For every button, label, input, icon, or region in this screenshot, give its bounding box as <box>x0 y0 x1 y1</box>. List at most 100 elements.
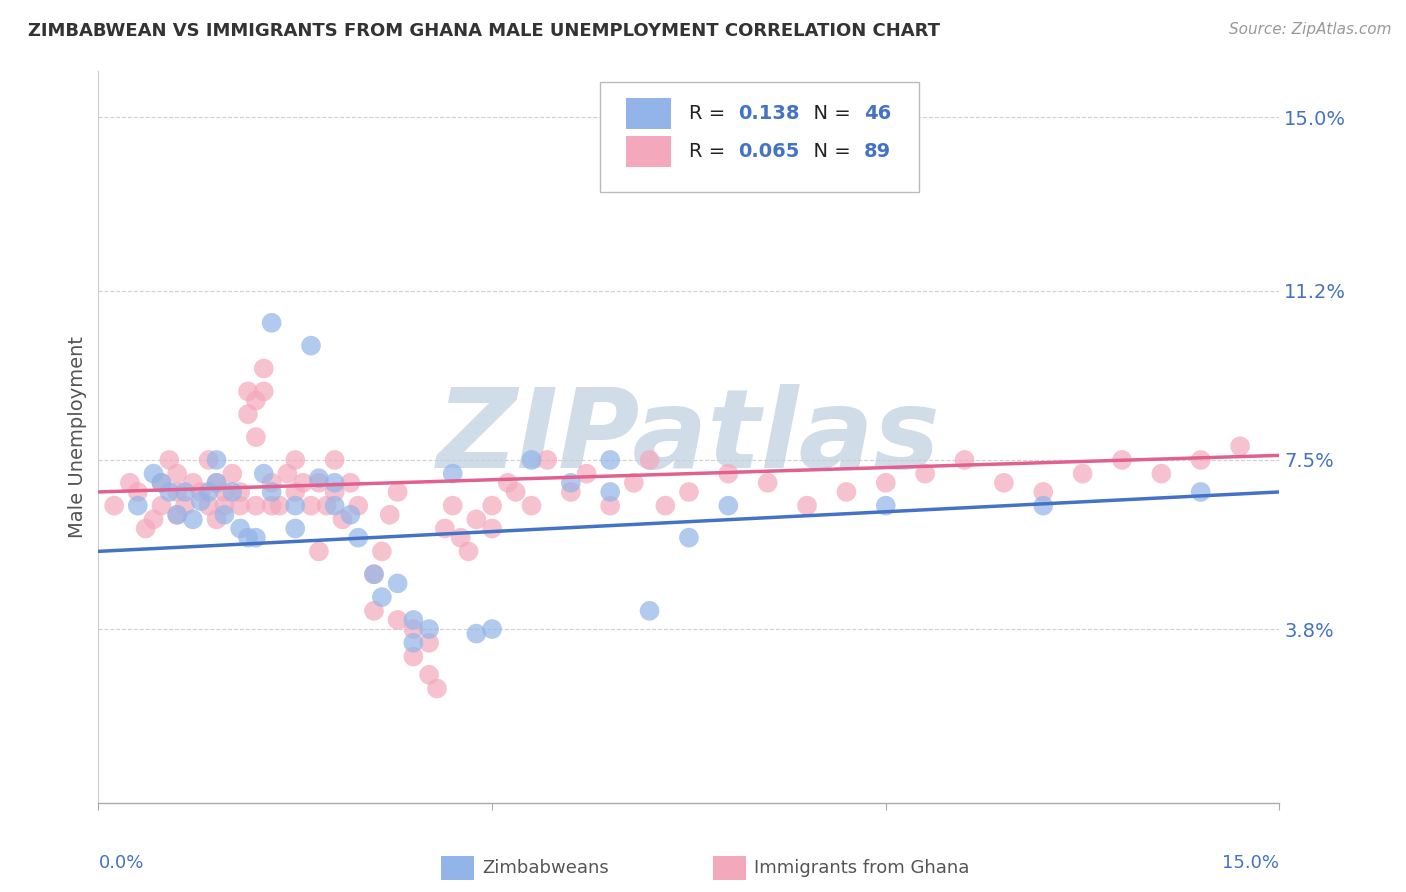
Point <box>387 485 409 500</box>
Point <box>276 467 298 481</box>
Point <box>118 475 141 490</box>
Point <box>308 544 330 558</box>
Point <box>481 521 503 535</box>
Point <box>756 475 779 490</box>
Point <box>560 485 582 500</box>
Point <box>387 613 409 627</box>
Point <box>378 508 401 522</box>
Point <box>197 453 219 467</box>
Point <box>315 499 337 513</box>
Point <box>229 521 252 535</box>
Point <box>599 499 621 513</box>
Point <box>433 521 456 535</box>
Point <box>418 622 440 636</box>
Y-axis label: Male Unemployment: Male Unemployment <box>69 336 87 538</box>
Point <box>339 475 361 490</box>
Point <box>371 544 394 558</box>
Point <box>142 467 165 481</box>
Point <box>347 499 370 513</box>
Point <box>678 531 700 545</box>
Point <box>717 467 740 481</box>
Point <box>441 467 464 481</box>
FancyBboxPatch shape <box>713 856 745 880</box>
FancyBboxPatch shape <box>626 136 671 167</box>
Point <box>347 531 370 545</box>
Point <box>1111 453 1133 467</box>
Point <box>402 622 425 636</box>
Point <box>166 508 188 522</box>
Point <box>323 485 346 500</box>
Point <box>875 499 897 513</box>
Text: 0.138: 0.138 <box>738 104 800 123</box>
Point <box>214 499 236 513</box>
Point <box>260 475 283 490</box>
Point <box>914 467 936 481</box>
FancyBboxPatch shape <box>600 82 920 192</box>
Text: R =: R = <box>689 143 731 161</box>
Point <box>418 667 440 681</box>
Point <box>402 613 425 627</box>
Point <box>1032 499 1054 513</box>
Point <box>150 475 173 490</box>
Point <box>236 407 259 421</box>
Point <box>174 485 197 500</box>
Point <box>214 485 236 500</box>
Point <box>142 512 165 526</box>
Text: R =: R = <box>689 104 731 123</box>
Text: Source: ZipAtlas.com: Source: ZipAtlas.com <box>1229 22 1392 37</box>
Point <box>993 475 1015 490</box>
Point <box>245 499 267 513</box>
Point <box>402 636 425 650</box>
Point <box>150 499 173 513</box>
Point <box>205 512 228 526</box>
Point <box>496 475 519 490</box>
Point <box>308 471 330 485</box>
Point <box>236 384 259 399</box>
Point <box>197 499 219 513</box>
Point <box>638 453 661 467</box>
Point <box>520 499 543 513</box>
Point <box>1071 467 1094 481</box>
Point <box>450 531 472 545</box>
Point <box>505 485 527 500</box>
Point <box>253 467 276 481</box>
Point <box>292 475 315 490</box>
Text: 15.0%: 15.0% <box>1222 854 1279 872</box>
Point <box>181 512 204 526</box>
Point <box>363 567 385 582</box>
Point <box>150 475 173 490</box>
Point <box>465 512 488 526</box>
Point <box>1189 453 1212 467</box>
Text: 0.065: 0.065 <box>738 143 800 161</box>
FancyBboxPatch shape <box>626 98 671 129</box>
Point <box>599 485 621 500</box>
Point <box>284 521 307 535</box>
Point <box>638 604 661 618</box>
Point <box>157 485 180 500</box>
Point <box>323 453 346 467</box>
Point <box>1150 467 1173 481</box>
Point <box>245 393 267 408</box>
Point <box>284 453 307 467</box>
Point <box>205 475 228 490</box>
Point <box>457 544 479 558</box>
Point <box>127 485 149 500</box>
Point <box>481 499 503 513</box>
Point <box>269 499 291 513</box>
Point <box>402 649 425 664</box>
Point <box>875 475 897 490</box>
Point <box>221 485 243 500</box>
Point <box>214 508 236 522</box>
Point <box>575 467 598 481</box>
Point <box>135 521 157 535</box>
Point <box>260 499 283 513</box>
Point <box>426 681 449 696</box>
Point <box>190 485 212 500</box>
Point <box>560 475 582 490</box>
Point <box>363 604 385 618</box>
Point <box>323 499 346 513</box>
Point <box>221 467 243 481</box>
Point <box>387 576 409 591</box>
Point <box>308 475 330 490</box>
Point <box>229 499 252 513</box>
